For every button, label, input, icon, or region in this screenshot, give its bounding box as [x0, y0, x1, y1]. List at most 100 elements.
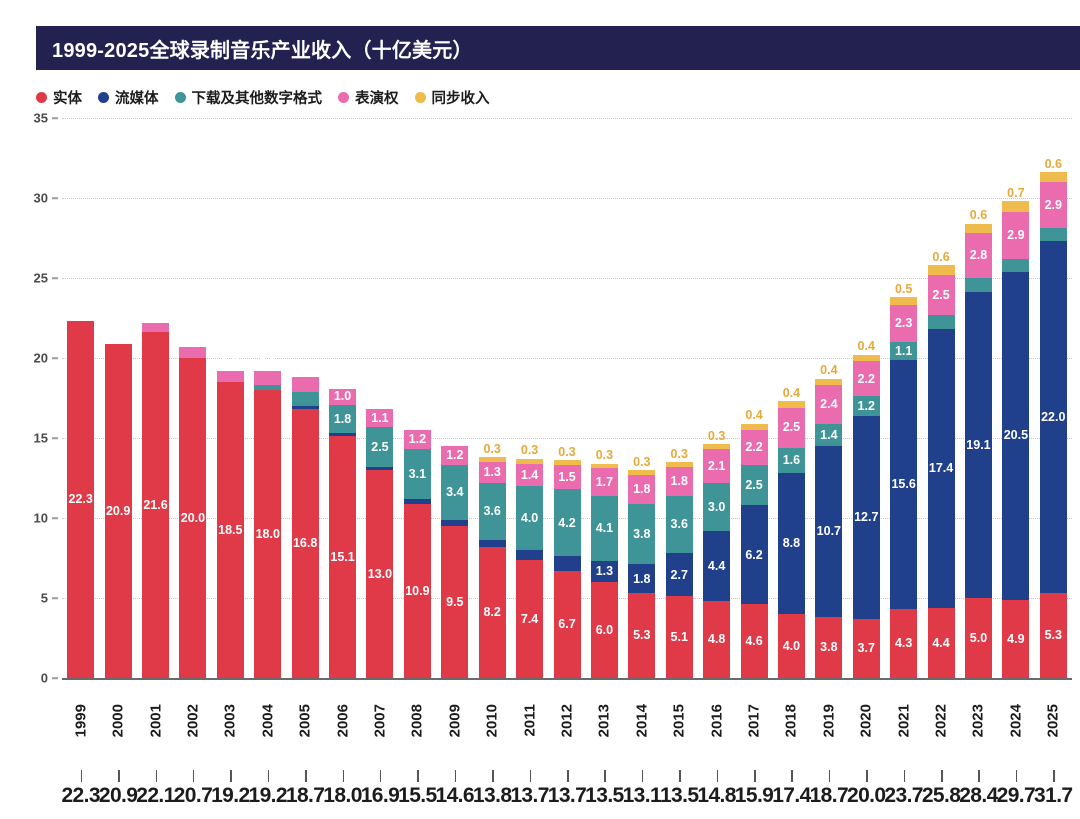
bar-segment[interactable]: 0.4 [478, 526, 506, 547]
bar-segment[interactable]: 20.5 [1002, 271, 1030, 600]
bar-segment[interactable]: 0.6 [927, 251, 955, 275]
bar-segment[interactable]: 1.8 [329, 404, 357, 434]
bar-segment[interactable]: 4.9 [1002, 599, 1030, 678]
bar-segment[interactable]: 0.6 [1039, 158, 1067, 183]
bar-segment[interactable]: 0.5 [890, 283, 918, 306]
bar-segment[interactable]: 0.3 [703, 430, 731, 450]
bar-column[interactable]: 4.3 15.6 1.1 2.3 0.5 [890, 283, 918, 678]
bar-column[interactable]: 3.8 10.7 1.4 2.4 0.4 [815, 364, 843, 678]
bar-column[interactable]: 4.4 17.4 0.92.5 0.6 [927, 251, 955, 678]
bar-column[interactable]: 18.00.00.30.9 [254, 356, 282, 678]
bar-column[interactable]: 4.9 20.5 0.82.9 0.7 [1002, 187, 1030, 678]
bar-column[interactable]: 10.9 0.3 3.1 1.2 [403, 430, 431, 678]
bar-segment[interactable]: 0.3 [403, 484, 431, 504]
bar-segment[interactable]: 1.8 [628, 564, 656, 594]
bar-segment[interactable]: 0.6 [516, 536, 544, 560]
bar-column[interactable]: 9.5 0.4 3.4 1.2 [441, 446, 469, 678]
bar-segment[interactable]: 1.1 [366, 409, 394, 427]
bar-segment[interactable]: 2.5 [927, 274, 955, 315]
bar-segment[interactable]: 2.9 [1039, 182, 1067, 229]
bar-segment[interactable]: 1.0 [329, 388, 357, 405]
bar-segment[interactable]: 0.6 [964, 209, 992, 234]
bar-segment[interactable]: 22.3 [67, 321, 95, 678]
bar-segment[interactable]: 0.9 [964, 264, 992, 293]
bar-column[interactable]: 7.4 0.6 4.0 1.4 0.3 [516, 444, 544, 678]
bar-segment[interactable]: 2.3 [890, 305, 918, 343]
bar-segment[interactable]: 4.4 [927, 607, 955, 678]
bar-segment[interactable]: 8.2 [478, 546, 506, 678]
bar-segment[interactable]: 4.0 [777, 614, 805, 678]
bar-segment[interactable]: 1.3 [478, 462, 506, 483]
legend-item-3[interactable]: 表演权 [338, 87, 399, 108]
bar-segment[interactable]: 2.8 [964, 233, 992, 279]
bar-column[interactable]: 5.3 22.0 0.8 2.9 0.6 [1039, 158, 1067, 678]
bar-segment[interactable]: 0.4 [441, 505, 469, 526]
bar-segment[interactable]: 1.2 [441, 446, 469, 466]
bar-segment[interactable]: 15.1 [329, 436, 357, 678]
bar-segment[interactable]: 0.3 [665, 448, 693, 467]
bar-segment[interactable]: 0.6 [142, 308, 170, 333]
bar-segment[interactable]: 0.7 [216, 356, 244, 382]
bar-segment[interactable]: 0.2 [366, 452, 394, 470]
bar-segment[interactable]: 0.8 [1039, 214, 1067, 242]
bar-segment[interactable]: 1.8 [665, 466, 693, 496]
bar-segment[interactable]: 6.7 [553, 570, 581, 678]
bar-segment[interactable]: 3.7 [852, 618, 880, 678]
bar-segment[interactable]: 20.9 [104, 343, 132, 678]
bar-segment[interactable]: 6.0 [590, 582, 618, 678]
bar-segment[interactable]: 1.4 [516, 463, 544, 487]
bar-column[interactable]: 4.6 6.2 2.5 2.2 0.4 [740, 409, 768, 678]
bar-segment[interactable]: 1.3 [590, 561, 618, 582]
legend-item-2[interactable]: 下载及其他数字格式 [174, 87, 322, 108]
bar-segment[interactable]: 2.5 [740, 465, 768, 506]
bar-segment[interactable]: 0.8 [1002, 244, 1030, 272]
bar-segment[interactable]: 0.9 [927, 300, 955, 330]
bar-segment[interactable]: 1.4 [815, 423, 843, 447]
bar-segment[interactable]: 4.4 [703, 530, 731, 602]
bar-segment[interactable]: 17.4 [927, 329, 955, 608]
bar-column[interactable]: 6.0 1.3 4.1 1.7 0.3 [590, 449, 618, 678]
bar-segment[interactable]: 2.7 [665, 553, 693, 597]
bar-segment[interactable]: 2.1 [703, 449, 731, 483]
bar-segment[interactable]: 10.9 [403, 503, 431, 678]
bar-column[interactable]: 6.7 0.9 4.2 1.5 0.3 [553, 446, 581, 678]
bar-column[interactable]: 3.7 12.7 1.2 2.2 0.4 [852, 340, 880, 678]
bar-column[interactable]: 22.3 [67, 321, 95, 678]
bar-column[interactable]: 5.0 19.1 0.92.8 0.6 [964, 209, 992, 678]
bar-column[interactable]: 4.0 8.8 1.6 2.5 0.4 [777, 387, 805, 678]
bar-segment[interactable]: 7.4 [516, 559, 544, 678]
bar-segment[interactable]: 3.0 [703, 482, 731, 531]
bar-segment[interactable]: 5.3 [628, 593, 656, 678]
bar-segment[interactable]: 2.4 [815, 385, 843, 424]
bar-segment[interactable]: 12.7 [852, 415, 880, 619]
bar-segment[interactable]: 0.3 [254, 371, 282, 390]
bar-segment[interactable]: 0.4 [852, 340, 880, 362]
bar-segment[interactable]: 3.4 [441, 465, 469, 520]
bar-segment[interactable]: 2.5 [366, 426, 394, 467]
bar-segment[interactable]: 0.9 [291, 363, 319, 392]
bar-segment[interactable]: 4.0 [516, 486, 544, 551]
bar-segment[interactable]: 3.8 [815, 617, 843, 678]
bar-column[interactable]: 8.2 0.4 3.6 1.3 0.3 [478, 443, 506, 678]
bar-segment[interactable]: 2.2 [740, 430, 768, 466]
legend-item-4[interactable]: 同步收入 [414, 87, 490, 108]
bar-segment[interactable]: 8.8 [777, 473, 805, 614]
bar-segment[interactable]: 3.8 [628, 503, 656, 565]
bar-segment[interactable]: 0.3 [478, 443, 506, 463]
bar-segment[interactable]: 1.1 [890, 342, 918, 360]
bar-segment[interactable]: 3.6 [665, 495, 693, 554]
bar-segment[interactable]: 2.9 [1002, 212, 1030, 259]
bar-segment[interactable]: 5.0 [964, 598, 992, 678]
bar-segment[interactable]: 21.6 [142, 332, 170, 678]
bar-segment[interactable]: 0.4 [740, 409, 768, 431]
bar-segment[interactable]: 18.0 [254, 390, 282, 678]
bar-segment[interactable]: 10.7 [815, 446, 843, 618]
bar-column[interactable]: 4.8 4.4 3.0 2.1 0.3 [703, 430, 731, 678]
bar-segment[interactable]: 13.0 [366, 470, 394, 678]
bar-segment[interactable]: 19.1 [964, 292, 992, 598]
bar-segment[interactable]: 22.0 [1039, 241, 1067, 594]
bar-segment[interactable]: 1.2 [403, 430, 431, 450]
bar-segment[interactable]: 0.3 [516, 444, 544, 464]
bar-column[interactable]: 15.1 0.11.8 1.0 [329, 388, 357, 678]
bar-segment[interactable]: 3.1 [403, 449, 431, 499]
